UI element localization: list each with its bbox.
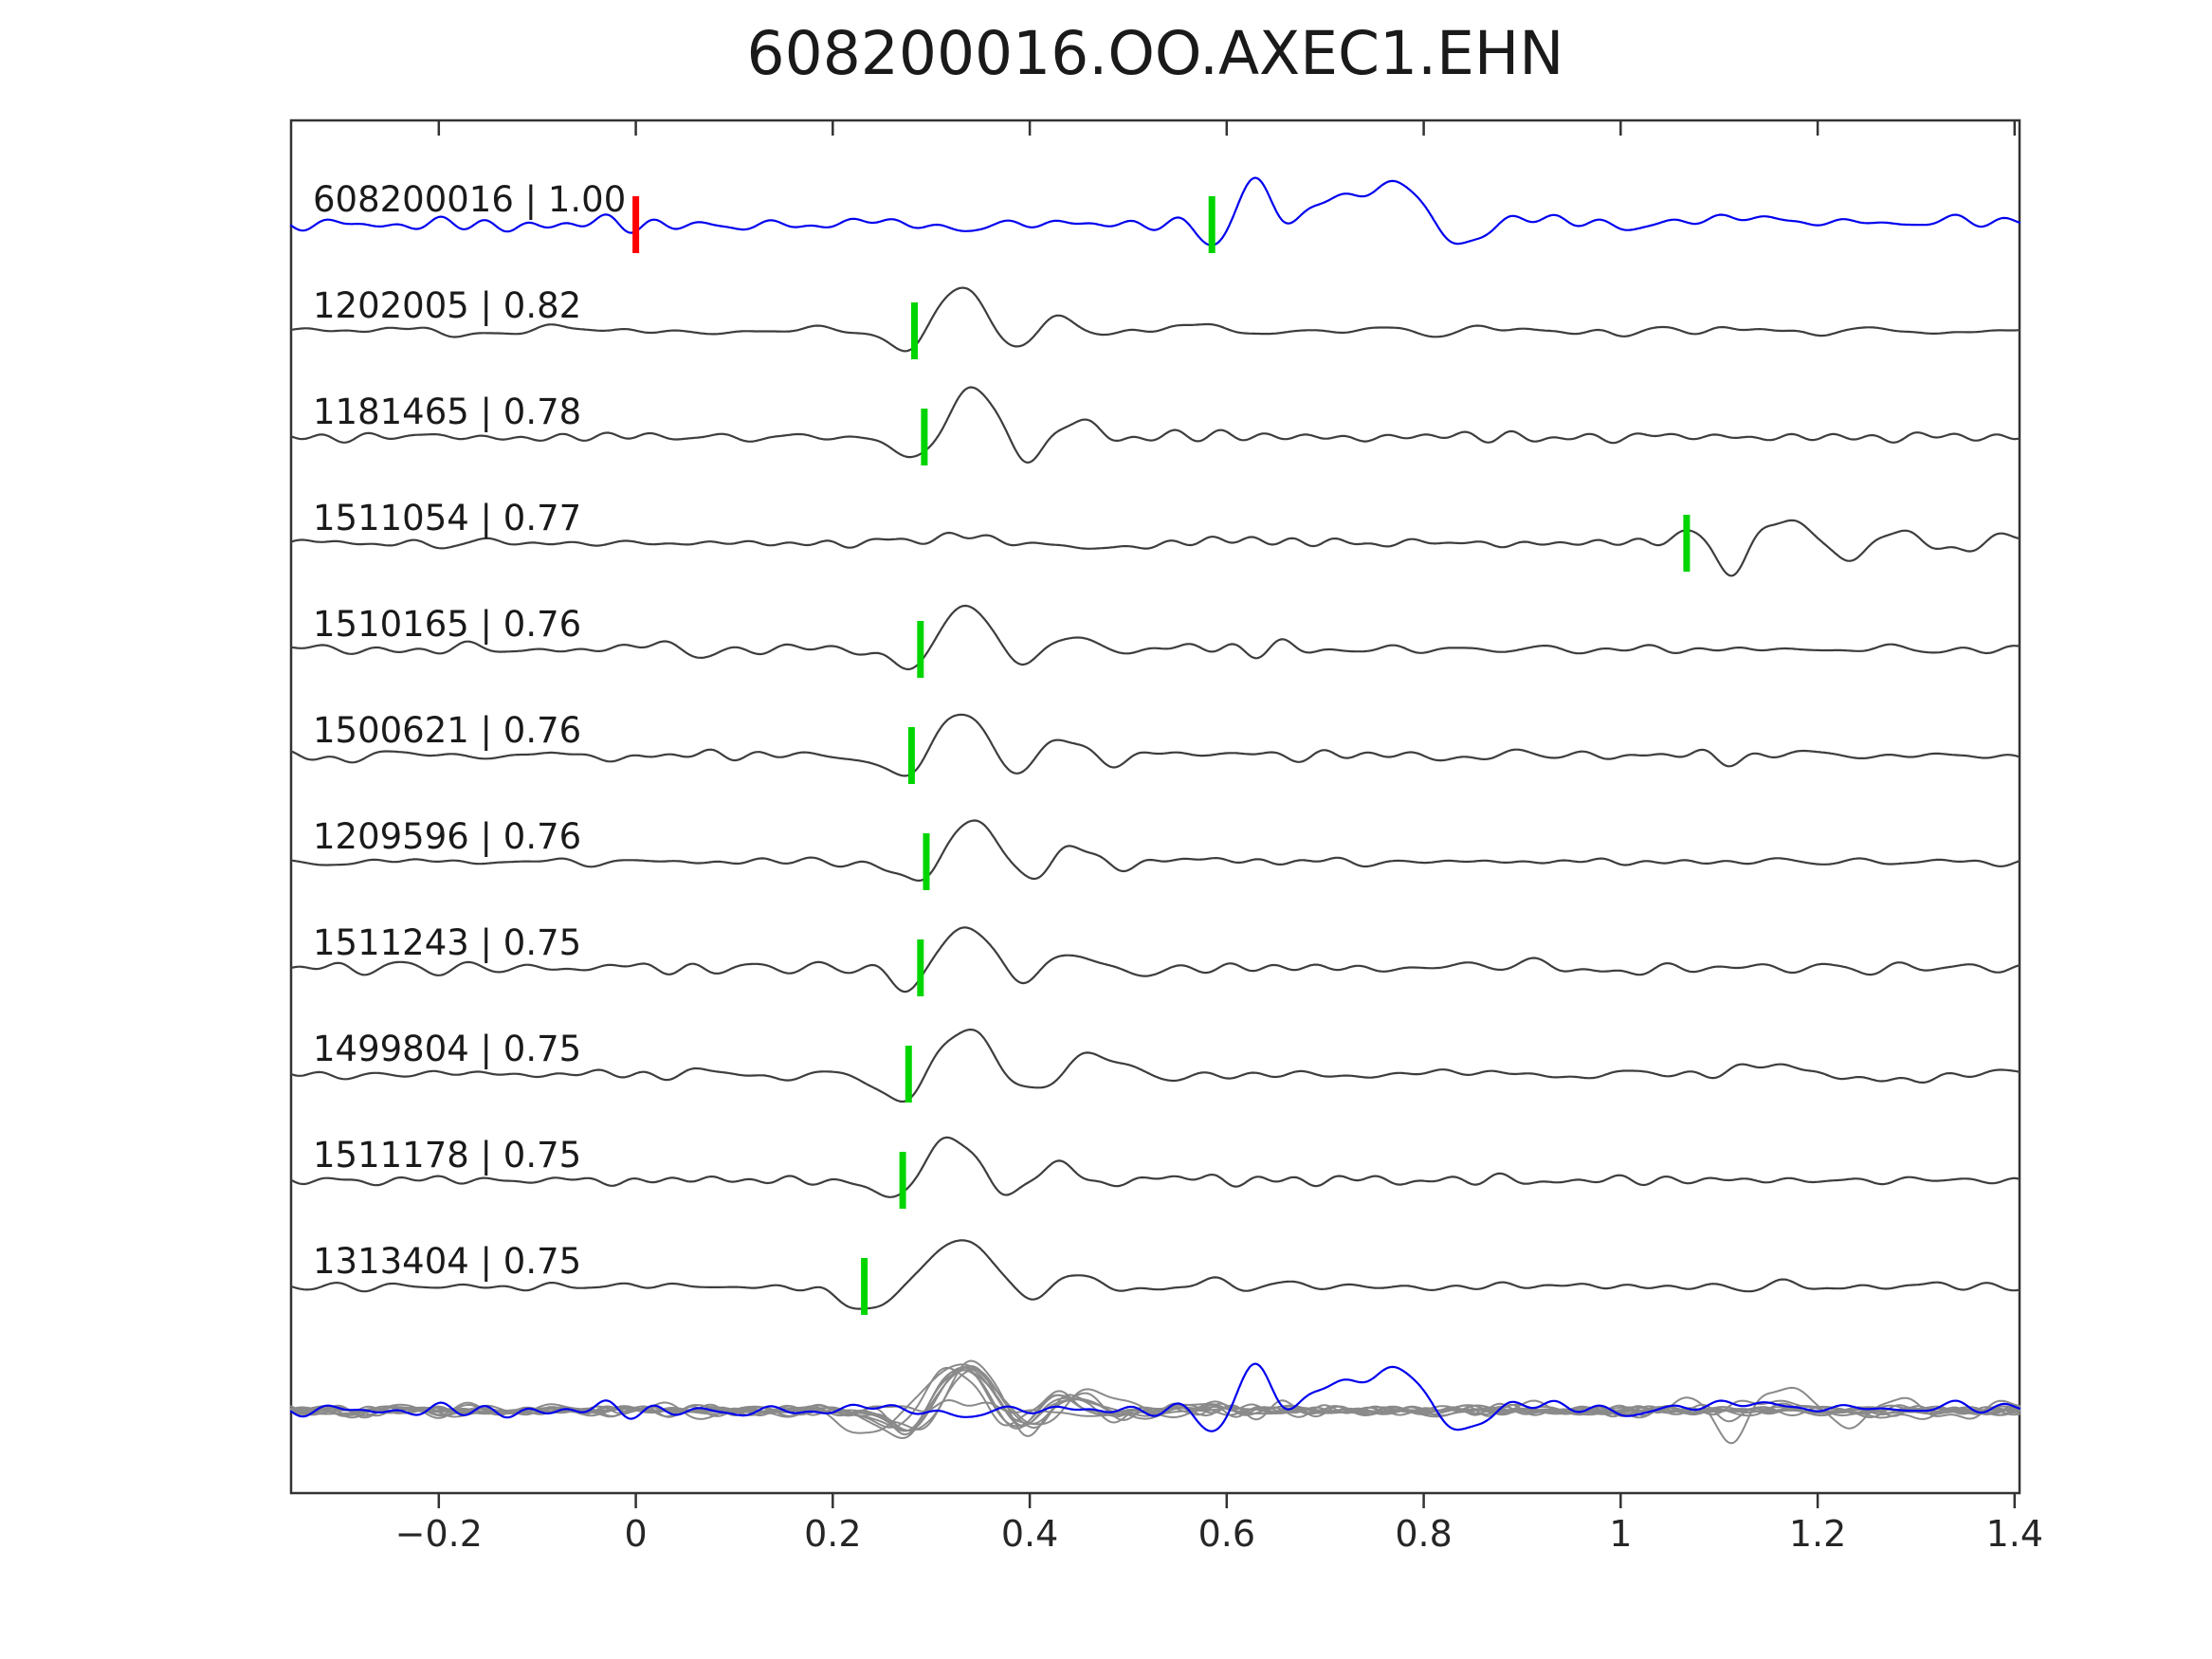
trace-label: 1313404 | 0.75 <box>313 1241 582 1282</box>
x-tick-label: 1.4 <box>1985 1513 2044 1555</box>
trace-label: 1181465 | 0.78 <box>313 392 582 432</box>
x-tick-label: 1 <box>1609 1513 1633 1555</box>
trace-label: 1511243 | 0.75 <box>313 922 582 963</box>
trace-label: 1500621 | 0.76 <box>313 710 582 751</box>
x-tick-label: −0.2 <box>394 1513 483 1555</box>
trace-label: 608200016 | 1.00 <box>313 179 627 220</box>
x-tick-label: 1.2 <box>1788 1513 1847 1555</box>
x-tick-label: 0.8 <box>1395 1513 1453 1555</box>
trace-label: 1202005 | 0.82 <box>313 285 582 326</box>
x-tick-label: 0.4 <box>1000 1513 1059 1555</box>
chart-title: 608200016.OO.AXEC1.EHN <box>746 19 1564 88</box>
trace-label: 1209596 | 0.76 <box>313 816 582 857</box>
trace-label: 1511054 | 0.77 <box>313 498 582 538</box>
x-tick-label: 0.2 <box>804 1513 862 1555</box>
trace-label: 1499804 | 0.75 <box>313 1029 582 1069</box>
trace-label: 1511178 | 0.75 <box>313 1135 582 1176</box>
x-tick-label: 0 <box>624 1513 648 1555</box>
x-tick-label: 0.6 <box>1197 1513 1256 1555</box>
trace-label: 1510165 | 0.76 <box>313 604 582 645</box>
